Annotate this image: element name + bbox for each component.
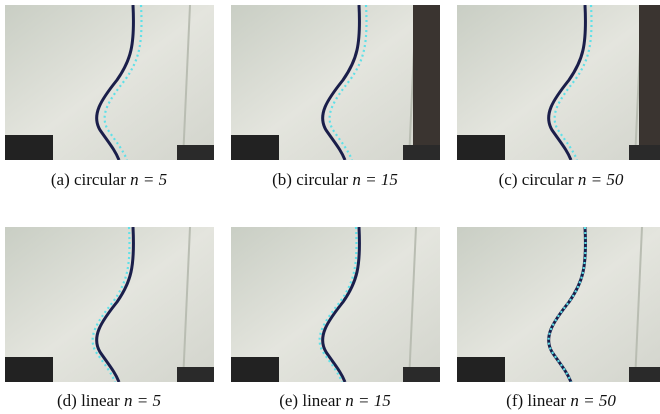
caption: (c) circular n = 50 xyxy=(448,170,660,190)
caption: (b) circular n = 15 xyxy=(222,170,448,190)
caption: (d) linear n = 5 xyxy=(0,391,222,411)
photo xyxy=(5,227,214,382)
math: n = 5 xyxy=(124,391,161,410)
method: circular xyxy=(74,170,126,189)
clamp-left xyxy=(5,135,53,160)
method: circular xyxy=(296,170,348,189)
background-room xyxy=(639,5,660,160)
clamp-right xyxy=(177,145,214,160)
caption: (e) linear n = 15 xyxy=(222,391,448,411)
panel-label: (b) xyxy=(272,170,292,189)
panel-label: (a) xyxy=(51,170,70,189)
clamp-right xyxy=(629,367,660,382)
clamp-right xyxy=(177,367,214,382)
clamp-left xyxy=(5,357,53,382)
clamp-left xyxy=(231,357,279,382)
panel-label: (d) xyxy=(57,391,77,410)
figure: (a) circular n = 5(b) circular n = 15(c)… xyxy=(0,0,660,414)
background-room xyxy=(413,5,440,160)
photo xyxy=(457,5,660,160)
method: linear xyxy=(527,391,566,410)
photo xyxy=(231,227,440,382)
clamp-right xyxy=(403,145,440,160)
photo xyxy=(5,5,214,160)
method: linear xyxy=(81,391,120,410)
clamp-left xyxy=(231,135,279,160)
math: n = 50 xyxy=(578,170,623,189)
panel-label: (e) xyxy=(279,391,298,410)
clamp-right xyxy=(403,367,440,382)
clamp-left xyxy=(457,357,505,382)
math: n = 5 xyxy=(130,170,167,189)
caption: (a) circular n = 5 xyxy=(0,170,222,190)
photo xyxy=(457,227,660,382)
math: n = 15 xyxy=(345,391,390,410)
method: linear xyxy=(302,391,341,410)
panel-label: (f) xyxy=(506,391,523,410)
clamp-right xyxy=(629,145,660,160)
panel-label: (c) xyxy=(499,170,518,189)
math: n = 50 xyxy=(570,391,615,410)
method: circular xyxy=(522,170,574,189)
clamp-left xyxy=(457,135,505,160)
caption: (f) linear n = 50 xyxy=(448,391,660,411)
math: n = 15 xyxy=(352,170,397,189)
photo xyxy=(231,5,440,160)
